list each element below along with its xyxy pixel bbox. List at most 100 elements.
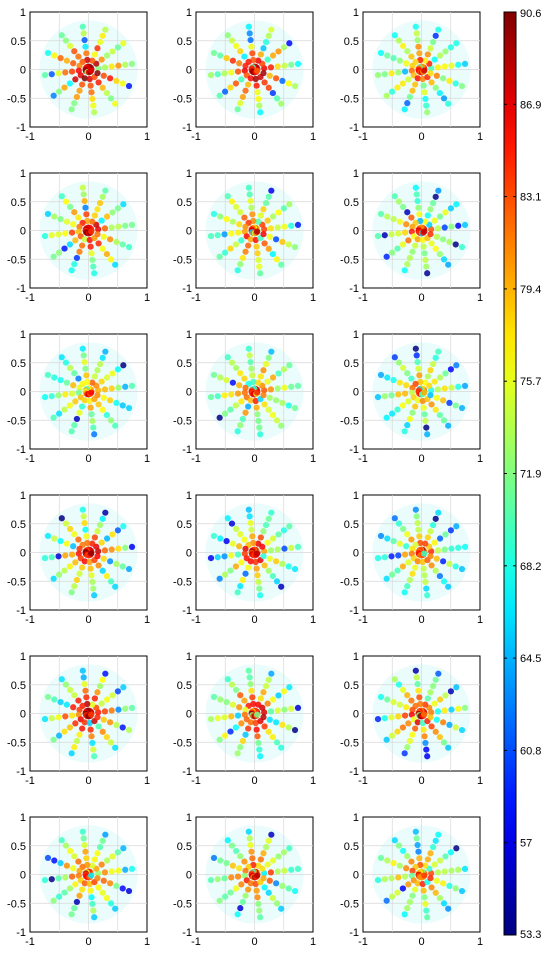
data-point [422, 57, 429, 64]
data-point [247, 397, 254, 404]
data-point [415, 687, 422, 694]
data-point [255, 862, 262, 869]
data-point [248, 365, 255, 372]
data-point [112, 583, 119, 590]
data-point [291, 726, 299, 734]
data-point [234, 229, 242, 236]
data-point [294, 704, 302, 712]
data-point [63, 701, 70, 708]
data-point [269, 696, 277, 703]
data-point [68, 390, 76, 397]
data-point [420, 404, 427, 411]
data-point [281, 384, 288, 391]
data-point [76, 87, 83, 94]
data-point [280, 205, 288, 212]
data-point [433, 394, 440, 401]
colorbar-tick-label: 53.3 [520, 929, 541, 941]
data-point [119, 885, 126, 892]
data-point [445, 583, 452, 590]
y-tick-label: 1 [186, 812, 192, 824]
y-tick-label: 0.5 [177, 358, 192, 370]
data-point [396, 862, 403, 869]
data-point [381, 876, 388, 883]
data-point [448, 706, 455, 713]
data-point [384, 857, 391, 864]
panel-11: -1 0 1 1 0.5 0 -0.5 -1 [173, 490, 316, 626]
colorbar-tick-label: 86.9 [520, 99, 541, 111]
data-point [221, 553, 228, 560]
data-point [266, 394, 273, 401]
data-point [273, 719, 280, 726]
data-point [432, 84, 439, 91]
data-point [273, 558, 280, 565]
data-point [62, 359, 70, 366]
data-point [207, 876, 215, 884]
data-point [422, 417, 429, 425]
data-point [128, 865, 136, 873]
data-point [442, 853, 449, 860]
data-point [388, 714, 395, 721]
y-tick-label: 1 [20, 168, 26, 180]
x-tick-label: 0 [85, 453, 91, 465]
data-point [253, 726, 260, 733]
data-point [413, 513, 420, 520]
data-point [256, 263, 263, 270]
data-point [245, 725, 252, 732]
data-point [264, 861, 271, 868]
data-point [255, 540, 262, 547]
data-point [99, 837, 106, 844]
data-point [79, 345, 86, 352]
data-point [79, 725, 86, 732]
data-point [421, 228, 428, 235]
y-tick-label: -1 [16, 283, 26, 295]
y-tick-label: -0.5 [7, 254, 26, 266]
data-point [269, 411, 276, 419]
data-point [274, 707, 281, 714]
data-point [248, 687, 255, 694]
data-point [100, 394, 107, 401]
data-point [89, 739, 96, 747]
data-point [415, 204, 422, 211]
data-point [260, 367, 267, 374]
data-point [91, 109, 98, 116]
data-point [253, 404, 260, 411]
data-point [422, 701, 429, 708]
data-point [68, 712, 76, 719]
data-point [103, 857, 111, 864]
data-point [241, 536, 248, 543]
x-tick-label: 1 [310, 775, 316, 787]
data-point [455, 544, 462, 551]
data-point [424, 270, 431, 277]
data-point [265, 728, 272, 735]
data-point [409, 87, 416, 94]
data-point [377, 210, 385, 218]
y-tick-label: -0.5 [340, 898, 359, 910]
data-point [103, 894, 110, 902]
data-point [57, 699, 64, 706]
data-point [62, 520, 70, 527]
data-point [452, 885, 459, 892]
data-point [419, 558, 426, 566]
data-point [262, 360, 270, 368]
data-point [101, 225, 109, 232]
y-tick-label: -0.5 [173, 254, 192, 266]
data-point [91, 695, 98, 702]
data-point [128, 382, 136, 390]
data-point [255, 578, 262, 586]
data-point [453, 201, 460, 208]
data-point [72, 398, 79, 405]
data-point [424, 856, 431, 863]
data-point [125, 82, 133, 90]
data-point [421, 894, 428, 901]
data-point [417, 539, 424, 547]
data-point [108, 224, 115, 231]
data-point [440, 397, 447, 404]
data-point [239, 898, 247, 906]
data-point [217, 374, 224, 381]
data-point [408, 697, 415, 704]
data-point [280, 688, 288, 695]
data-point [436, 374, 444, 381]
data-point [79, 23, 86, 30]
data-point [285, 724, 292, 731]
data-point [234, 68, 242, 75]
